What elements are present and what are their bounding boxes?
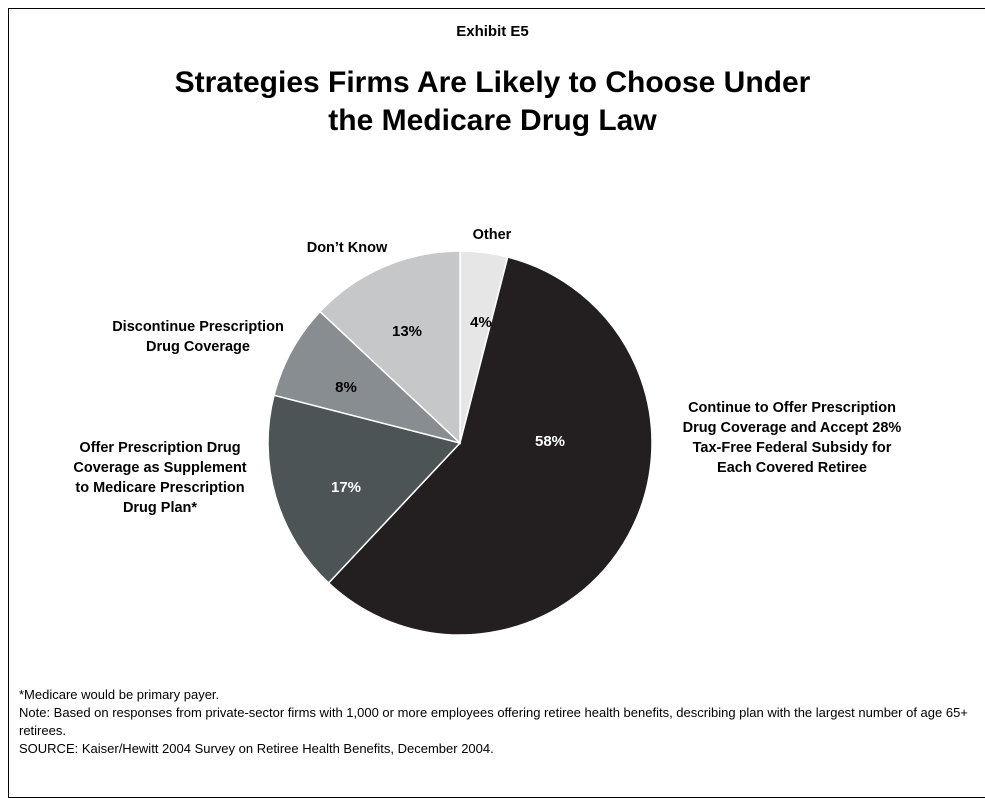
category-label-other-line: Other: [473, 227, 512, 243]
pie-slice-supplement: [267, 394, 462, 585]
category-label-dont-know-line: Don’t Know: [307, 240, 388, 256]
chart-title-line-1: Strategies Firms Are Likely to Choose Un…: [174, 66, 811, 99]
pie-value-label: 4%: [470, 314, 492, 331]
pie-slice-continue: [327, 256, 653, 636]
category-label-dont-know: Don’t Know: [307, 240, 388, 256]
exhibit-number: Exhibit E5: [456, 23, 529, 40]
category-label-continue-line: Continue to Offer Prescription: [688, 400, 896, 416]
footnotes: *Medicare would be primary payer. Note: …: [19, 686, 979, 758]
chart-title: Strategies Firms Are Likely to Choose Un…: [0, 64, 985, 140]
category-label-supplement-line: Drug Plan*: [123, 500, 197, 516]
category-label-other: Other: [473, 227, 512, 243]
footnote-source: SOURCE: Kaiser/Hewitt 2004 Survey on Ret…: [19, 741, 494, 756]
pie-slices: [267, 250, 653, 636]
footnote-note: Note: Based on responses from private-se…: [19, 705, 968, 738]
pie-value-labels: 4% 58% 17% 8% 13%: [331, 314, 565, 496]
category-label-continue-line: Drug Coverage and Accept 28%: [683, 420, 902, 436]
category-label-continue-line: Tax-Free Federal Subsidy for: [693, 440, 892, 456]
pie-value-label: 17%: [331, 479, 361, 496]
category-label-supplement-line: Coverage as Supplement: [73, 460, 246, 476]
pie-value-label: 13%: [392, 323, 422, 340]
category-label-continue-line: Each Covered Retiree: [717, 460, 867, 476]
pie-value-label: 8%: [335, 379, 357, 396]
category-label-continue: Continue to Offer Prescription Drug Cover…: [683, 400, 902, 476]
pie-value-label: 58%: [535, 433, 565, 450]
pie-slice-dont-know: [318, 250, 461, 445]
category-label-supplement-line: Offer Prescription Drug: [79, 440, 240, 456]
category-label-supplement-line: to Medicare Prescription: [75, 480, 244, 496]
category-label-discontinue-line: Discontinue Prescription: [112, 319, 284, 335]
category-label-discontinue: Discontinue Prescription Drug Coverage: [112, 319, 284, 355]
footnote-asterisk: *Medicare would be primary payer.: [19, 687, 220, 702]
category-label-supplement: Offer Prescription Drug Coverage as Suppl…: [73, 440, 246, 516]
category-label-discontinue-line: Drug Coverage: [146, 339, 250, 355]
chart-title-line-2: the Medicare Drug Law: [328, 104, 657, 137]
pie-slice-discontinue: [273, 310, 461, 444]
